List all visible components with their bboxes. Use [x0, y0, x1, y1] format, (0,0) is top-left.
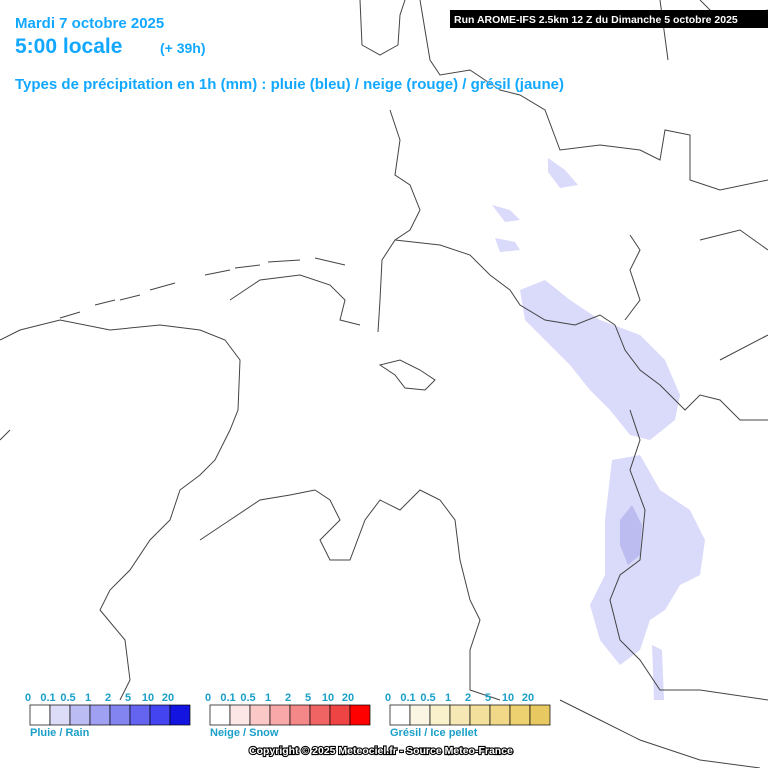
border: [624, 229, 768, 321]
legend-swatch: [489, 704, 511, 726]
legend-swatch: [389, 704, 411, 726]
overlay: Mardi 7 octobre 2025 5:00 locale (+ 39h)…: [15, 10, 768, 758]
legend-tick: 0.1: [40, 692, 55, 704]
legend-swatch: [269, 704, 291, 726]
border: [199, 489, 316, 541]
legend-swatch: [49, 704, 71, 726]
border: [614, 324, 768, 421]
date: Mardi 7 octobre 2025: [15, 15, 164, 32]
coast: [377, 109, 421, 333]
legend-swatch: [429, 704, 451, 726]
coast: [419, 0, 768, 191]
legend-title: Grésil / Ice pellet: [390, 727, 478, 739]
legend-tick: 2: [285, 692, 291, 704]
legend-swatch: [529, 704, 551, 726]
legend-tick: 1: [265, 692, 271, 704]
legend-title: Pluie / Rain: [30, 727, 90, 739]
precip-area: [520, 280, 680, 440]
precip-area: [652, 645, 664, 700]
precip-area: [492, 205, 520, 252]
legend-tick: 5: [125, 692, 131, 704]
legend-tick: 0: [205, 692, 211, 704]
legend-tick: 0.5: [60, 692, 75, 704]
legend-tick: 1: [85, 692, 91, 704]
legend-tick: 0: [385, 692, 391, 704]
legend-swatch: [309, 704, 331, 726]
legend-swatch: [509, 704, 531, 726]
time: 5:00 locale: [15, 35, 122, 58]
river: [394, 239, 616, 326]
legend-tick: 5: [305, 692, 311, 704]
legend-swatch: [449, 704, 471, 726]
legend-tick: 0.5: [240, 692, 255, 704]
legend-tick: 20: [342, 692, 354, 704]
coast: [359, 0, 406, 56]
border: [314, 489, 501, 701]
legend-swatch: [469, 704, 491, 726]
run-info: Run AROME-IFS 2.5km 12 Z du Dimanche 5 o…: [454, 14, 738, 26]
legend-swatch: [349, 704, 371, 726]
precip-core: [620, 505, 642, 565]
legend-swatch: [409, 704, 431, 726]
legend-swatch: [29, 704, 51, 726]
legend-tick: 2: [105, 692, 111, 704]
legend-swatch: [289, 704, 311, 726]
copyright: Copyright © 2025 Meteociel.fr - Source M…: [249, 745, 513, 757]
precipitation: [492, 158, 705, 700]
legend-tick: 1: [445, 692, 451, 704]
offset: (+ 39h): [160, 40, 206, 56]
legend-tick: 20: [522, 692, 534, 704]
legend-title: Neige / Snow: [210, 727, 279, 739]
precip-area: [548, 158, 578, 188]
legend-swatch: [69, 704, 91, 726]
legend-tick: 5: [485, 692, 491, 704]
border: [719, 334, 768, 361]
legend-swatch: [209, 704, 231, 726]
legend-tick: 0.1: [220, 692, 235, 704]
precip-area: [590, 455, 705, 665]
legend-swatch: [129, 704, 151, 726]
legend-swatch: [249, 704, 271, 726]
legend-tick: 10: [322, 692, 334, 704]
legend-tick: 10: [142, 692, 154, 704]
legend-tick: 2: [465, 692, 471, 704]
legend-tick: 0.1: [400, 692, 415, 704]
run-box: [450, 10, 768, 28]
legend-tick: 0: [25, 692, 31, 704]
legend-swatch: [169, 704, 191, 726]
legend-swatch: [149, 704, 171, 726]
legend-swatch: [229, 704, 251, 726]
coast: [229, 274, 361, 326]
islands: [59, 257, 346, 319]
legend-swatch: [109, 704, 131, 726]
subtitle: Types de précipitation en 1h (mm) : plui…: [15, 76, 564, 93]
legend-swatch: [89, 704, 111, 726]
border: [559, 699, 761, 769]
coast: [0, 329, 21, 441]
legend-tick: 20: [162, 692, 174, 704]
border: [19, 319, 241, 701]
legend-tick: 0.5: [420, 692, 435, 704]
legend-tick: 10: [502, 692, 514, 704]
lake: [378, 359, 436, 391]
legend-swatch: [329, 704, 351, 726]
border: [609, 409, 768, 701]
